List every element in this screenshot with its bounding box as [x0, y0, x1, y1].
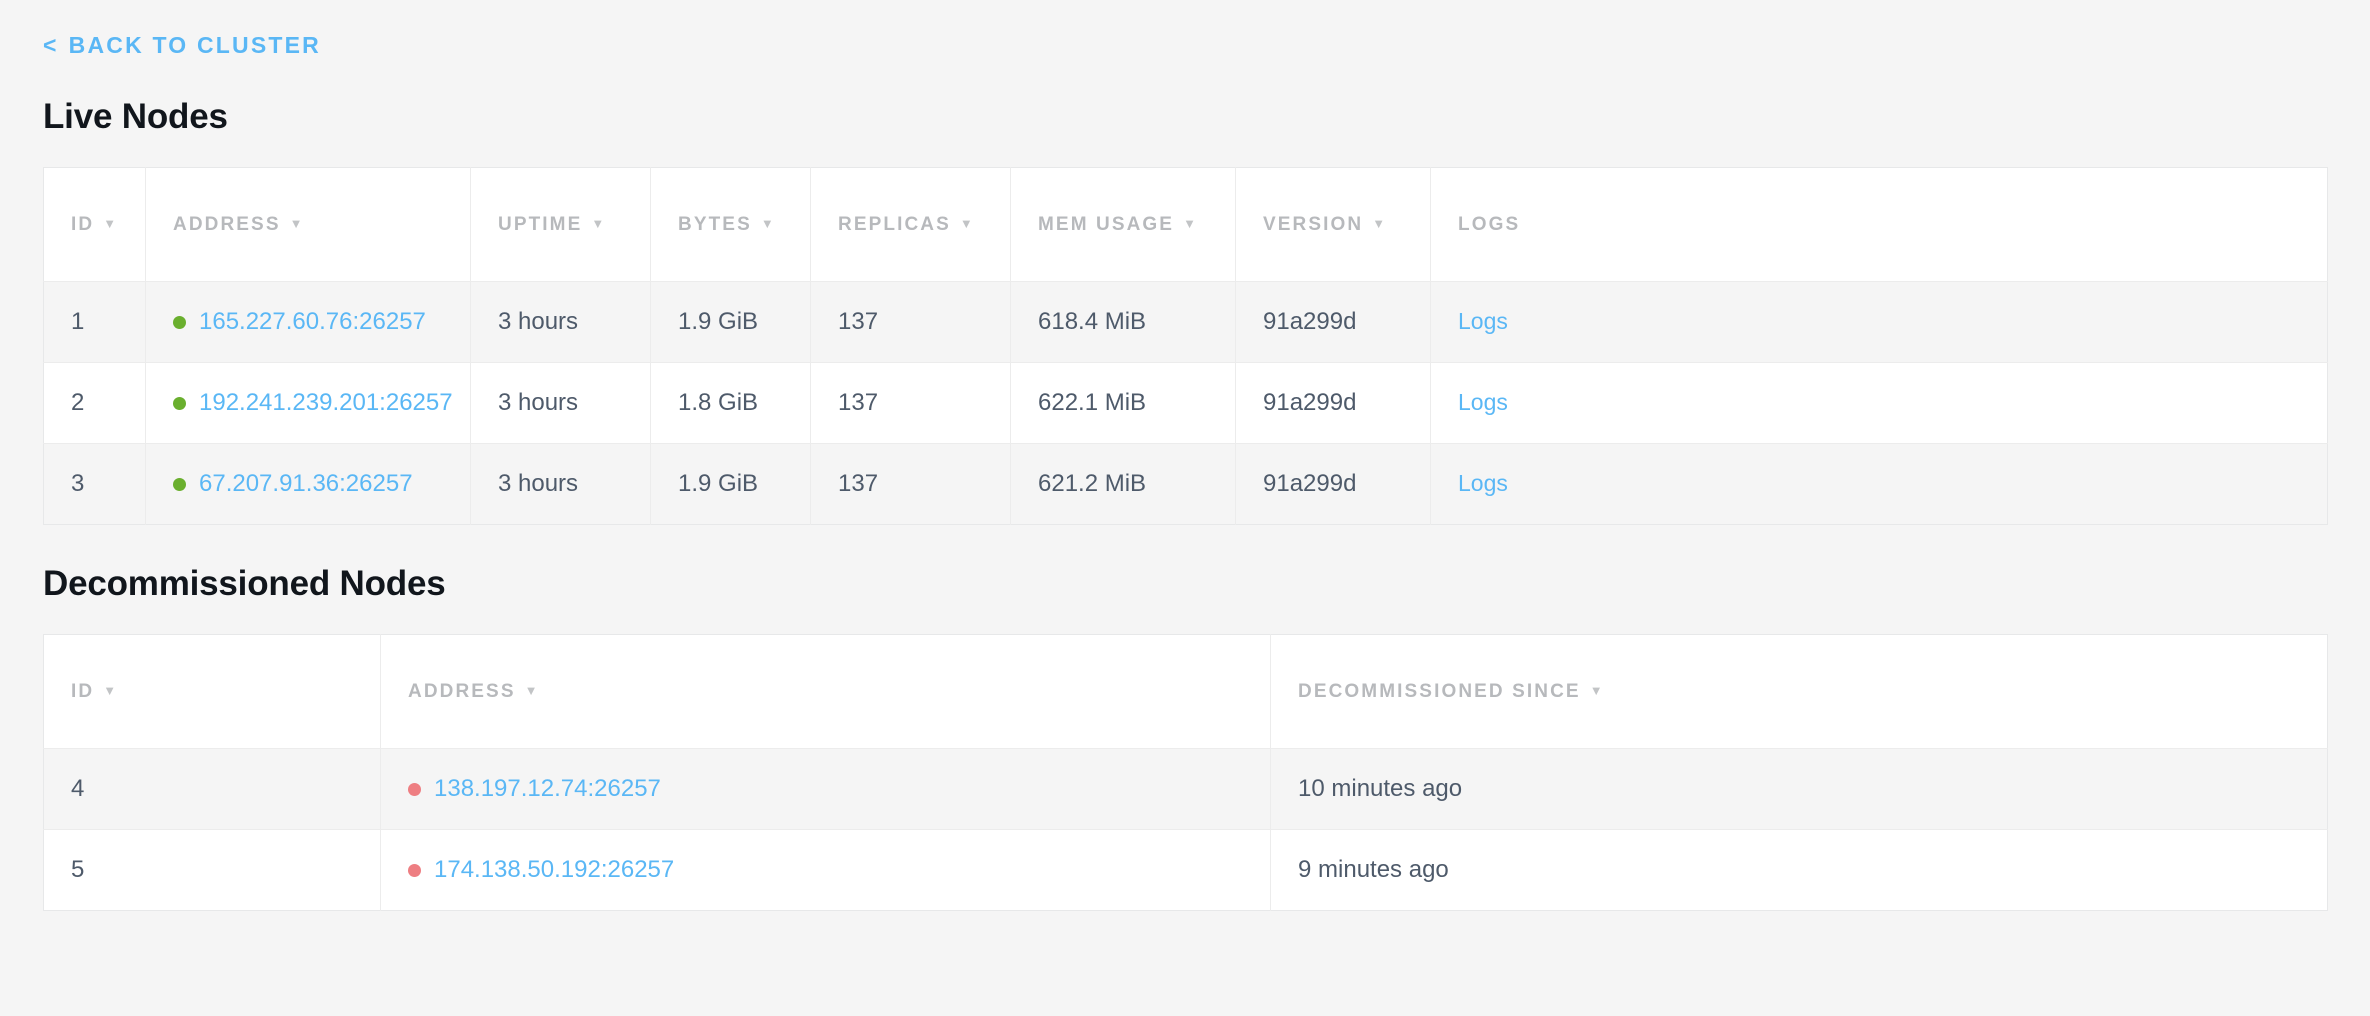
cell-id: 4 [43, 748, 381, 830]
status-dot-live-icon [173, 396, 186, 410]
column-header-mem-usage[interactable]: MEM USAGE ▼ [1010, 167, 1236, 282]
decommissioned-nodes-body: 4 138.197.12.74:26257 10 minutes ago 5 [43, 748, 2328, 911]
sort-caret-icon[interactable]: ▼ [103, 682, 117, 698]
cell-replicas: 137 [810, 281, 1011, 363]
status-dot-live-icon [173, 477, 186, 491]
cell-mem-usage: 622.1 MiB [1010, 362, 1236, 444]
cell-bytes: 1.9 GiB [650, 443, 811, 525]
cell-id: 5 [43, 829, 381, 911]
column-label-id: ID [71, 680, 95, 702]
cell-logs: Logs [1430, 281, 2328, 363]
live-nodes-title: Live Nodes [43, 97, 228, 136]
column-header-address[interactable]: ADDRESS ▼ [145, 167, 471, 282]
column-label-replicas: REPLICAS [838, 213, 951, 235]
column-label-id: ID [71, 213, 95, 235]
decommissioned-nodes-table-wrap: ID ▼ ADDRESS ▼ DECOMMISSIONED SINCE ▼ 4 138… [43, 634, 2328, 911]
column-label-version: VERSION [1263, 213, 1364, 235]
column-label-decommissioned-since: DECOMMISSIONED SINCE [1298, 680, 1581, 702]
table-row[interactable]: 1 165.227.60.76:26257 3 hours 1.9 GiB 13… [43, 281, 2328, 363]
cell-version: 91a299d [1235, 362, 1431, 444]
cell-replicas: 137 [810, 443, 1011, 525]
cell-bytes: 1.9 GiB [650, 281, 811, 363]
cell-logs: Logs [1430, 443, 2328, 525]
cell-logs: Logs [1430, 362, 2328, 444]
table-row[interactable]: 4 138.197.12.74:26257 10 minutes ago [43, 748, 2328, 830]
node-address-link[interactable]: 138.197.12.74:26257 [434, 775, 661, 802]
cell-decommissioned-since: 9 minutes ago [1270, 829, 2328, 911]
column-header-address[interactable]: ADDRESS ▼ [380, 634, 1271, 749]
live-header-row: ID ▼ ADDRESS ▼ UPTIME ▼ BYTES ▼ REPLICAS ▼ ME… [43, 167, 2328, 282]
decommissioned-nodes-header: ID ▼ ADDRESS ▼ DECOMMISSIONED SINCE ▼ [43, 634, 2328, 749]
column-label-bytes: BYTES [678, 213, 752, 235]
sort-caret-icon[interactable]: ▼ [591, 215, 605, 231]
column-header-uptime[interactable]: UPTIME ▼ [470, 167, 651, 282]
table-row[interactable]: 5 174.138.50.192:26257 9 minutes ago [43, 829, 2328, 911]
cell-version: 91a299d [1235, 281, 1431, 363]
table-row[interactable]: 2 192.241.239.201:26257 3 hours 1.8 GiB … [43, 362, 2328, 444]
column-label-address: ADDRESS [408, 680, 516, 702]
cell-uptime: 3 hours [470, 362, 651, 444]
live-nodes-header: ID ▼ ADDRESS ▼ UPTIME ▼ BYTES ▼ REPLICAS ▼ ME… [43, 167, 2328, 282]
cell-mem-usage: 621.2 MiB [1010, 443, 1236, 525]
sort-caret-icon[interactable]: ▼ [959, 215, 973, 231]
back-to-cluster-label: BACK TO CLUSTER [68, 32, 321, 58]
cell-address: 67.207.91.36:26257 [145, 443, 471, 525]
cell-uptime: 3 hours [470, 443, 651, 525]
sort-caret-icon[interactable]: ▼ [1183, 215, 1196, 231]
cell-id: 3 [43, 443, 146, 525]
sort-caret-icon[interactable]: ▼ [103, 215, 117, 231]
column-header-bytes[interactable]: BYTES ▼ [650, 167, 811, 282]
logs-link[interactable]: Logs [1458, 470, 1508, 496]
cell-decommissioned-since: 10 minutes ago [1270, 748, 2328, 830]
column-label-address: ADDRESS [173, 213, 281, 235]
cell-address: 192.241.239.201:26257 [145, 362, 471, 444]
cell-address: 138.197.12.74:26257 [380, 748, 1271, 830]
status-dot-dead-icon [408, 863, 421, 877]
column-label-mem-usage: MEM USAGE [1038, 213, 1175, 235]
logs-link[interactable]: Logs [1458, 389, 1508, 415]
sort-caret-icon[interactable]: ▼ [524, 682, 538, 698]
status-dot-dead-icon [408, 782, 421, 796]
cell-id: 1 [43, 281, 146, 363]
cell-mem-usage: 618.4 MiB [1010, 281, 1236, 363]
node-address-link[interactable]: 174.138.50.192:26257 [434, 856, 675, 883]
decommissioned-nodes-title: Decommissioned Nodes [43, 564, 446, 603]
sort-caret-icon[interactable]: ▼ [1589, 682, 1603, 698]
live-nodes-table-wrap: ID ▼ ADDRESS ▼ UPTIME ▼ BYTES ▼ REPLICAS ▼ ME… [43, 167, 2328, 525]
status-dot-live-icon [173, 315, 186, 329]
decommissioned-header-row: ID ▼ ADDRESS ▼ DECOMMISSIONED SINCE ▼ [43, 634, 2328, 749]
node-address-link[interactable]: 165.227.60.76:26257 [199, 308, 426, 335]
column-header-id[interactable]: ID ▼ [43, 167, 146, 282]
cell-version: 91a299d [1235, 443, 1431, 525]
column-header-id[interactable]: ID ▼ [43, 634, 381, 749]
chevron-left-icon: < [43, 32, 59, 58]
cell-id: 2 [43, 362, 146, 444]
column-label-uptime: UPTIME [498, 213, 583, 235]
sort-caret-icon[interactable]: ▼ [760, 215, 774, 231]
node-address-link[interactable]: 67.207.91.36:26257 [199, 470, 413, 497]
cell-uptime: 3 hours [470, 281, 651, 363]
logs-link[interactable]: Logs [1458, 308, 1508, 334]
column-header-version[interactable]: VERSION ▼ [1235, 167, 1431, 282]
cell-bytes: 1.8 GiB [650, 362, 811, 444]
cell-address: 165.227.60.76:26257 [145, 281, 471, 363]
back-to-cluster-link[interactable]: < BACK TO CLUSTER [43, 34, 321, 57]
column-header-decommissioned-since[interactable]: DECOMMISSIONED SINCE ▼ [1270, 634, 2328, 749]
sort-caret-icon[interactable]: ▼ [1372, 215, 1386, 231]
node-address-link[interactable]: 192.241.239.201:26257 [199, 389, 453, 416]
live-nodes-table: ID ▼ ADDRESS ▼ UPTIME ▼ BYTES ▼ REPLICAS ▼ ME… [43, 167, 2328, 525]
decommissioned-nodes-table: ID ▼ ADDRESS ▼ DECOMMISSIONED SINCE ▼ 4 138… [43, 634, 2328, 911]
column-header-logs: LOGS [1430, 167, 2328, 282]
cell-replicas: 137 [810, 362, 1011, 444]
cell-address: 174.138.50.192:26257 [380, 829, 1271, 911]
column-header-replicas[interactable]: REPLICAS ▼ [810, 167, 1011, 282]
column-label-logs: LOGS [1458, 213, 1521, 235]
live-nodes-body: 1 165.227.60.76:26257 3 hours 1.9 GiB 13… [43, 281, 2328, 525]
sort-caret-icon[interactable]: ▼ [289, 215, 303, 231]
table-row[interactable]: 3 67.207.91.36:26257 3 hours 1.9 GiB 137… [43, 443, 2328, 525]
